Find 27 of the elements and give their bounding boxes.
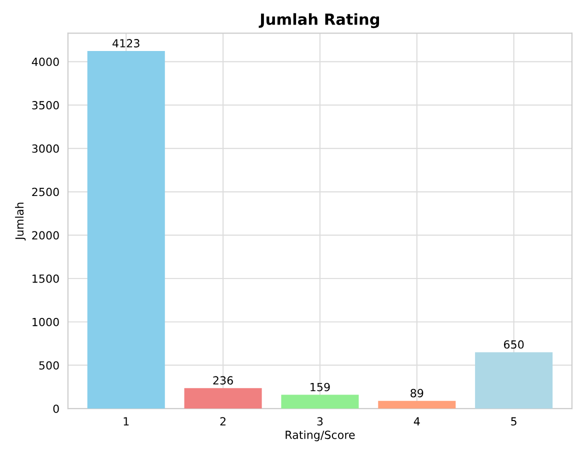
data-label: 89 — [410, 388, 424, 398]
x-tick-label: 2 — [220, 417, 226, 426]
y-tick-label: 3000 — [32, 144, 59, 153]
y-tick-label: 500 — [39, 361, 59, 370]
y-tick-label: 2500 — [32, 188, 59, 196]
x-tick-label: 3 — [317, 417, 323, 426]
x-tick-label: 4 — [414, 417, 420, 426]
x-axis-title: Rating/Score — [286, 430, 355, 442]
bar — [281, 394, 359, 409]
chart-title: Jumlah Rating — [258, 13, 380, 28]
y-axis-title: Jumlah — [15, 202, 26, 240]
data-label: 159 — [310, 382, 330, 392]
y-tick-label: 2000 — [32, 231, 59, 240]
y-tick-label: 3500 — [32, 101, 59, 110]
x-tick-label: 5 — [511, 417, 516, 426]
bar — [87, 51, 165, 409]
data-label: 236 — [213, 376, 233, 385]
bar — [184, 388, 262, 409]
bar — [475, 352, 553, 409]
x-tick-label: 1 — [124, 417, 129, 426]
y-tick-label: 1500 — [32, 274, 59, 283]
y-tick-label: 1000 — [32, 318, 59, 326]
y-tick-label: 0 — [53, 404, 59, 413]
data-label: 650 — [504, 340, 524, 349]
data-label: 4123 — [112, 39, 140, 48]
bar — [378, 400, 456, 409]
y-tick-label: 4000 — [32, 58, 59, 66]
